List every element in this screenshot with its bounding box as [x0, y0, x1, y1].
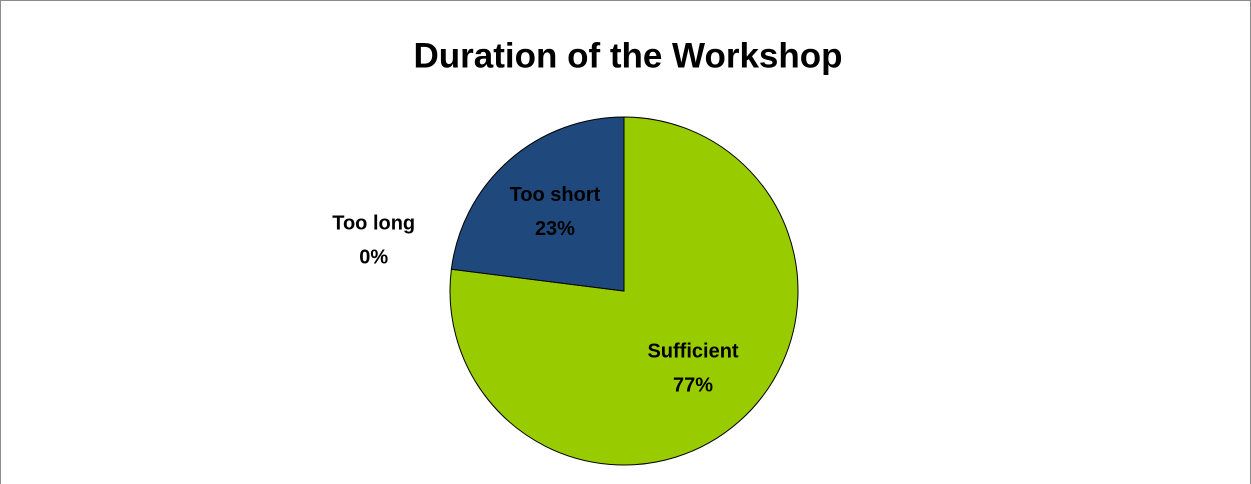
pie-slice — [450, 116, 625, 292]
slice-label-value: 77% — [673, 375, 713, 397]
slice-label-name: Too long — [332, 213, 415, 235]
chart-title: Duration of the Workshop — [413, 36, 842, 75]
slice-label-name: Too short — [510, 184, 601, 206]
slice-label-value: 23% — [535, 218, 575, 240]
slice-label-value: 0% — [359, 247, 388, 269]
slice-label-name: Sufficient — [647, 341, 738, 363]
